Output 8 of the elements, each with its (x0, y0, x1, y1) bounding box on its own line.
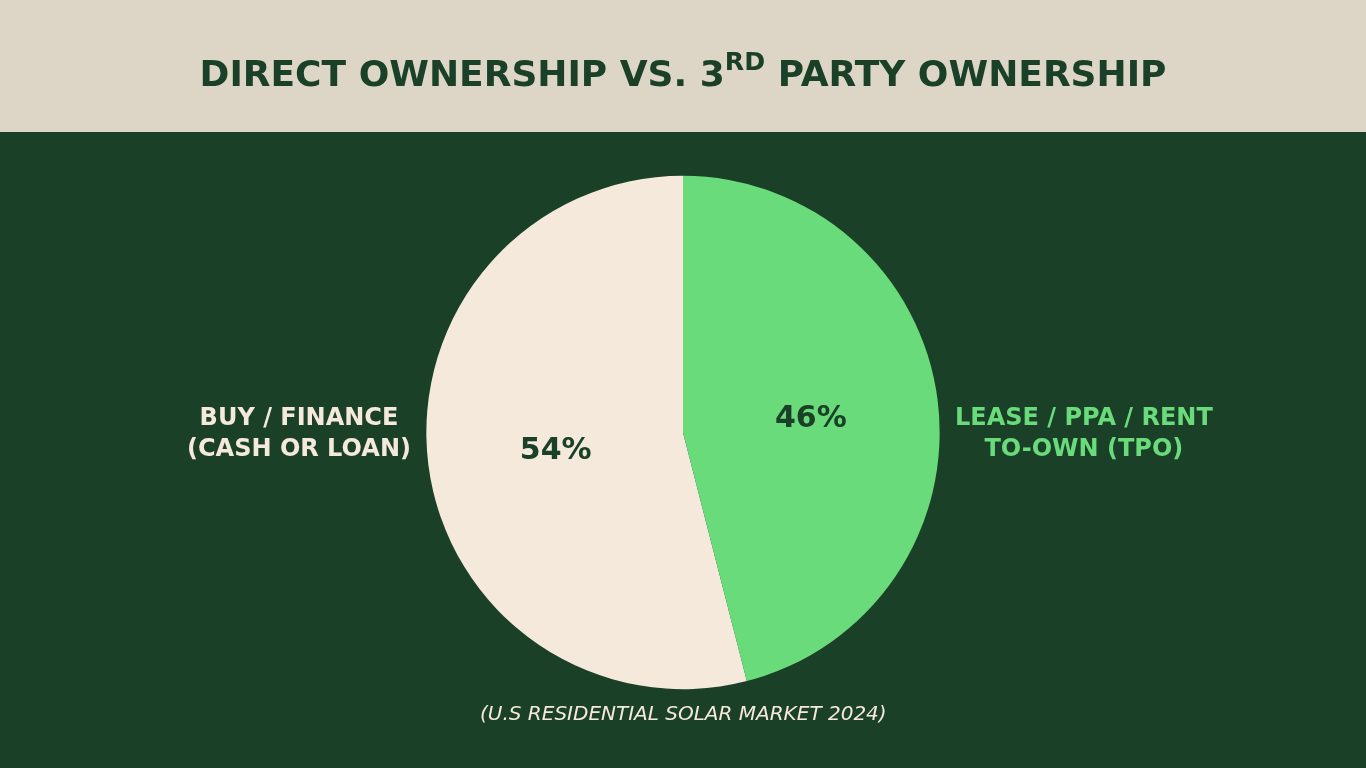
data-label: 54% (519, 431, 592, 467)
slice-label: BUY / FINANCE (CASH OR LOAN) (187, 403, 411, 463)
pie-slice (683, 175, 940, 682)
text: (U.S RESIDENTIAL SOLAR MARKET 2024) (480, 701, 887, 725)
slice-label: LEASE / PPA / RENT TO-OWN (TPO) (955, 403, 1214, 463)
pie-slice (426, 175, 747, 690)
chart-title: DIRECT OWNERSHIP VS. 3$^{RD}$ PARTY OWNERSHIP (199, 47, 1167, 94)
data-label: 46% (774, 398, 847, 434)
